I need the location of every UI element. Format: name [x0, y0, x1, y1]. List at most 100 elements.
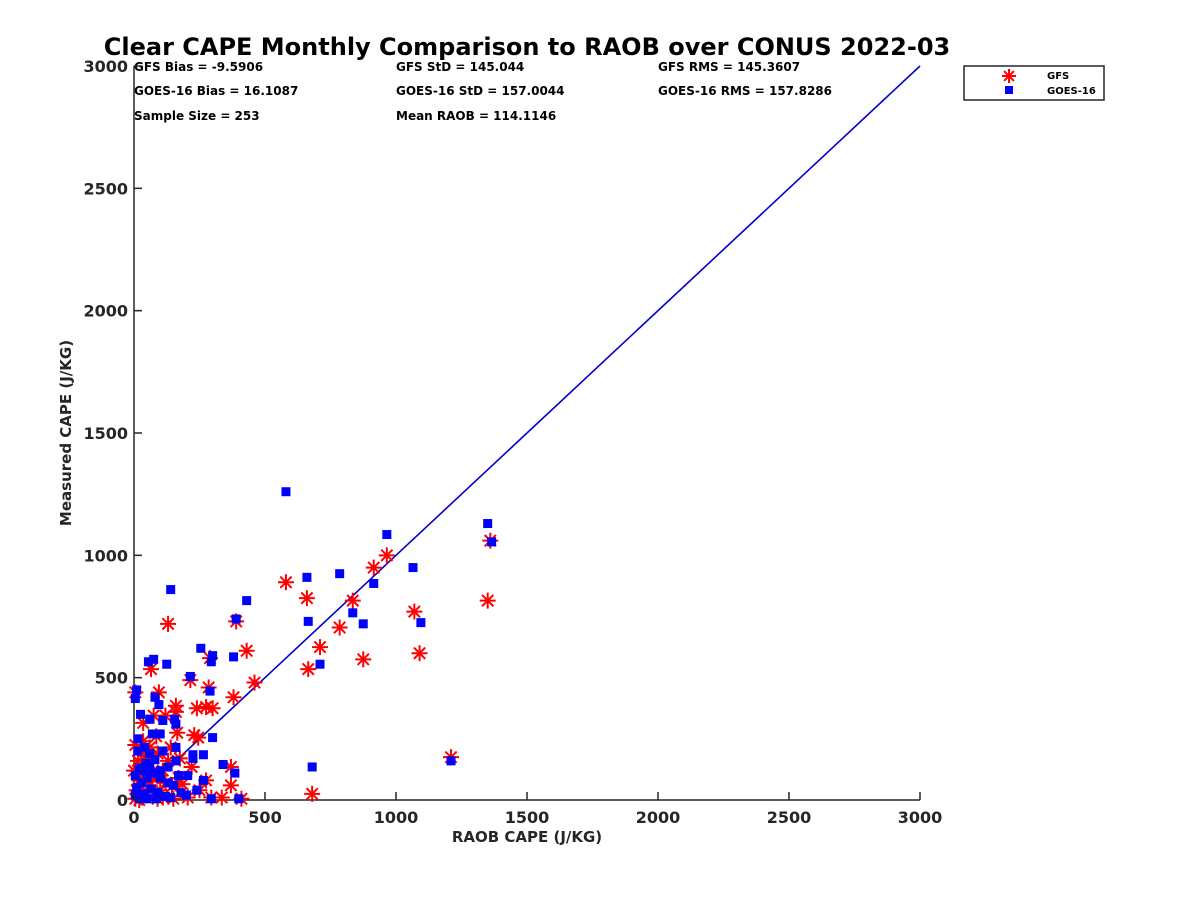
- legend-label-goes16: GOES-16: [1047, 86, 1096, 97]
- gfs-point: [213, 789, 230, 806]
- goes16-point: [208, 651, 218, 661]
- goes16-point: [134, 794, 144, 804]
- asterisk-stroke: [190, 701, 204, 715]
- goes16-point: [198, 750, 208, 760]
- stat-gfs-rms: GFS RMS = 145.3607: [658, 60, 800, 74]
- goes16-point: [149, 654, 159, 664]
- goes16-point: [130, 771, 140, 781]
- one-to-one-line: [133, 65, 921, 801]
- gfs-point: [238, 642, 255, 659]
- gfs-point: [355, 651, 372, 668]
- asterisk-stroke: [346, 594, 360, 607]
- goes16-point: [168, 780, 178, 790]
- goes16-point: [163, 762, 173, 772]
- goes16-point: [382, 530, 392, 540]
- stat-goes-std: GOES-16 StD = 157.0044: [396, 84, 565, 98]
- goes16-point: [166, 793, 176, 803]
- goes16-point: [136, 709, 146, 719]
- goes16-point: [230, 768, 240, 778]
- x-tick-label: 2000: [636, 808, 681, 827]
- legend-gfs-marker-icon: [1002, 69, 1016, 83]
- asterisk-stroke: [279, 575, 293, 589]
- goes16-point: [142, 794, 152, 804]
- goes16-point: [145, 749, 155, 759]
- asterisk-stroke: [333, 621, 347, 634]
- goes16-point: [358, 619, 368, 629]
- asterisk-stroke: [185, 760, 199, 774]
- goes16-point: [141, 758, 151, 768]
- stat-goes-bias: GOES-16 Bias = 16.1087: [134, 84, 298, 98]
- goes16-point: [176, 788, 186, 798]
- goes16-point: [166, 585, 176, 595]
- gfs-point: [406, 603, 423, 620]
- goes16-point: [143, 657, 153, 667]
- asterisk-stroke: [161, 617, 175, 631]
- legend-box: [963, 65, 1105, 101]
- gfs-point: [188, 700, 205, 717]
- goes16-point: [145, 763, 155, 773]
- legend-gfs-asterisk: [1002, 69, 1016, 83]
- asterisk-stroke: [380, 548, 394, 562]
- stat-gfs-std: GFS StD = 145.044: [396, 60, 524, 74]
- goes16-point: [151, 794, 161, 804]
- goes16-point: [132, 783, 142, 793]
- x-tick-label: 500: [248, 808, 281, 827]
- gfs-point: [186, 727, 203, 744]
- asterisk-stroke: [224, 760, 238, 774]
- goes16-point: [183, 771, 193, 781]
- gfs-point: [222, 777, 239, 794]
- asterisk-stroke: [176, 777, 189, 791]
- asterisk-stroke: [206, 701, 219, 715]
- goes16-point: [188, 753, 198, 763]
- gfs-point: [204, 700, 221, 717]
- asterisk-stroke: [305, 787, 319, 801]
- goes16-point: [208, 733, 218, 743]
- goes16-point: [158, 715, 168, 725]
- goes16-point: [369, 578, 379, 588]
- asterisk-stroke: [300, 591, 314, 605]
- asterisk-stroke: [136, 734, 150, 748]
- goes16-point: [185, 671, 195, 681]
- legend-goes16-marker-icon: [1005, 86, 1013, 94]
- goes16-point: [137, 778, 147, 788]
- goes16-point: [155, 773, 165, 783]
- goes16-point: [171, 756, 181, 766]
- asterisk-stroke: [481, 594, 495, 607]
- y-tick-label: 2000: [83, 302, 128, 321]
- stat-mean-raob: Mean RAOB = 114.1146: [396, 109, 556, 123]
- stats-block: GFS Bias = -9.5906 GFS StD = 145.044 GFS…: [134, 60, 832, 123]
- asterisk-stroke: [367, 561, 381, 574]
- goes16-point: [154, 700, 164, 710]
- goes16-point: [218, 760, 228, 770]
- goes16-point: [487, 537, 497, 547]
- gfs-point: [344, 592, 361, 609]
- x-tick-label: 1500: [505, 808, 550, 827]
- y-tick-label: 2500: [83, 179, 128, 198]
- legend: GFS GOES-16: [963, 65, 1105, 101]
- gfs-point: [225, 689, 242, 706]
- gfs-point: [479, 592, 496, 609]
- asterisk-stroke: [356, 652, 370, 666]
- asterisk-stroke: [407, 605, 421, 618]
- y-tick-label: 1000: [83, 546, 128, 565]
- goes16-point: [153, 788, 163, 798]
- goes16-point: [133, 746, 143, 756]
- asterisk-stroke: [313, 640, 327, 654]
- goes16-point: [335, 569, 345, 579]
- gfs-point: [300, 661, 317, 678]
- gfs-point: [378, 547, 395, 564]
- goes16-point: [142, 773, 152, 783]
- goes16-point: [171, 719, 181, 729]
- gfs-point: [304, 785, 321, 802]
- goes16-point: [163, 778, 173, 788]
- goes16-point: [150, 755, 160, 765]
- gfs-point: [246, 674, 263, 691]
- goes16-point: [155, 729, 165, 739]
- x-axis-label: RAOB CAPE (J/KG): [452, 828, 602, 846]
- y-tick-label: 0: [117, 791, 128, 810]
- goes16-point: [139, 742, 149, 752]
- series-goes16: [130, 487, 497, 804]
- x-tick-label: 1000: [374, 808, 419, 827]
